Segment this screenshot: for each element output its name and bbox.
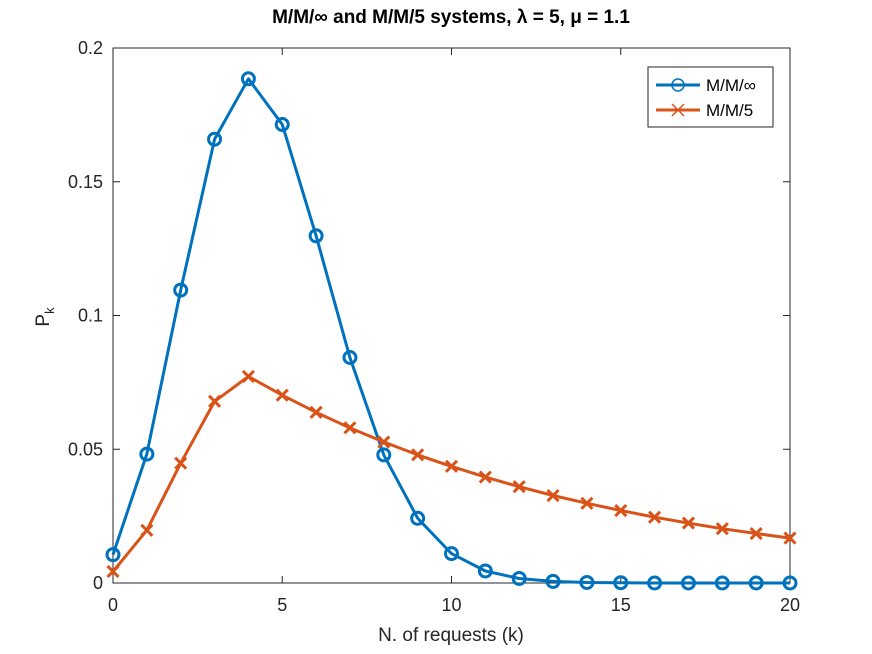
chart-title: M/M/∞ and M/M/5 systems, λ = 5, μ = 1.1 xyxy=(272,7,630,28)
data-point-mm5 xyxy=(512,480,526,494)
data-point-mm5 xyxy=(444,459,459,473)
series-line-mminf xyxy=(111,77,790,585)
data-point-mminf xyxy=(579,574,595,590)
y-axis-label: Pk xyxy=(33,307,57,327)
y-tick-label: 0.05 xyxy=(68,439,103,459)
data-point-mminf xyxy=(342,349,358,365)
data-point-mm5 xyxy=(749,526,763,541)
data-point-mm5 xyxy=(377,435,391,449)
data-point-mm5 xyxy=(478,470,492,484)
data-point-mminf xyxy=(680,575,696,591)
data-point-mminf xyxy=(647,575,663,591)
data-point-mminf xyxy=(173,282,189,298)
legend-label: M/M/5 xyxy=(706,101,753,120)
data-point-mminf xyxy=(748,575,764,591)
data-point-mm5 xyxy=(309,405,323,419)
x-tick-label: 5 xyxy=(277,595,287,615)
data-point-mm5 xyxy=(681,516,696,530)
x-tick-label: 15 xyxy=(611,595,631,615)
data-point-mm5 xyxy=(106,564,120,579)
data-point-mm5 xyxy=(580,496,594,510)
data-point-mm5 xyxy=(546,488,560,503)
legend-box xyxy=(647,66,774,128)
data-point-mm5 xyxy=(614,503,628,518)
data-point-mm5 xyxy=(140,523,154,537)
data-point-mm5 xyxy=(275,388,289,402)
data-point-mminf xyxy=(545,573,561,589)
legend-marker-circle-icon xyxy=(671,78,685,92)
y-tick-label: 0 xyxy=(93,573,103,593)
x-tick-label: 10 xyxy=(441,595,461,615)
y-axis-label-main: P xyxy=(33,314,54,327)
data-point-mminf xyxy=(139,446,155,462)
data-point-mminf xyxy=(511,570,527,586)
data-point-mm5 xyxy=(411,448,425,462)
plot-area: 0 5 10 15 20 0 0.05 0.1 0.15 0.2 xyxy=(68,38,800,615)
axes-box xyxy=(112,47,791,584)
data-point-mm5 xyxy=(207,394,222,408)
data-point-mm5 xyxy=(648,510,662,524)
y-tick-label: 0.15 xyxy=(68,172,103,192)
data-point-mm5 xyxy=(241,369,255,384)
legend: M/M/∞ M/M/5 xyxy=(647,66,774,128)
data-point-mminf xyxy=(105,547,121,563)
x-tick-label: 20 xyxy=(780,595,800,615)
x-tick-label: 0 xyxy=(108,595,118,615)
data-point-mminf xyxy=(613,575,629,591)
data-point-mminf xyxy=(714,575,730,591)
y-tick-label: 0.1 xyxy=(78,306,103,326)
data-point-mminf xyxy=(207,131,223,147)
data-point-mminf xyxy=(477,563,493,579)
legend-marker-x-icon xyxy=(671,103,685,117)
data-point-mm5 xyxy=(343,421,357,435)
x-axis-label: N. of requests (k) xyxy=(378,625,524,646)
data-point-mminf xyxy=(444,546,459,562)
data-point-mminf xyxy=(308,228,324,244)
data-point-mminf xyxy=(410,510,426,526)
y-tick-label: 0.2 xyxy=(78,38,103,58)
data-point-mm5 xyxy=(174,456,188,470)
data-point-mminf xyxy=(782,575,798,591)
data-point-mminf xyxy=(376,447,392,463)
y-axis-label-subscript: k xyxy=(42,307,57,314)
data-point-mminf xyxy=(274,117,290,133)
data-point-mm5 xyxy=(715,522,729,536)
legend-label: M/M/∞ xyxy=(706,76,756,95)
data-point-mminf xyxy=(240,71,256,87)
data-point-mm5 xyxy=(783,531,797,545)
